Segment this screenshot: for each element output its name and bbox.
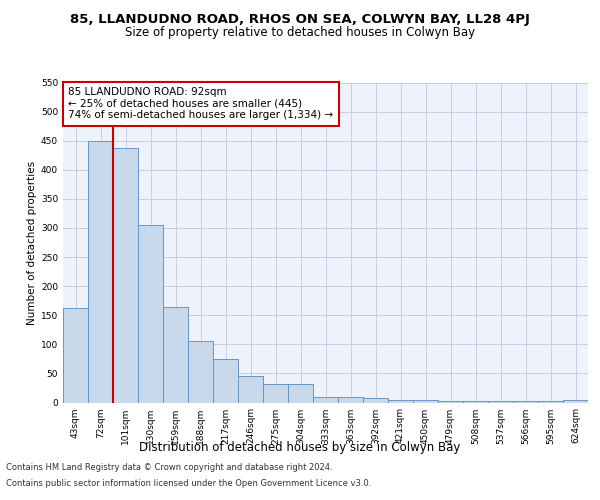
Bar (138, 225, 163, 402)
Text: 85 LLANDUDNO ROAD: 92sqm
← 25% of detached houses are smaller (445)
74% of semi-: 85 LLANDUDNO ROAD: 92sqm ← 25% of detach… (68, 88, 334, 120)
Y-axis label: Number of detached properties: Number of detached properties (27, 160, 37, 324)
Bar (563, 400, 588, 402)
Text: 85, LLANDUDNO ROAD, RHOS ON SEA, COLWYN BAY, LL28 4PJ: 85, LLANDUDNO ROAD, RHOS ON SEA, COLWYN … (70, 12, 530, 26)
Bar (413, 400, 438, 402)
Bar (88, 140, 113, 402)
Text: Size of property relative to detached houses in Colwyn Bay: Size of property relative to detached ho… (125, 26, 475, 39)
Text: Contains HM Land Registry data © Crown copyright and database right 2024.: Contains HM Land Registry data © Crown c… (6, 464, 332, 472)
Text: Contains public sector information licensed under the Open Government Licence v3: Contains public sector information licen… (6, 478, 371, 488)
Bar (263, 384, 288, 402)
Bar (63, 308, 88, 402)
Bar (188, 341, 213, 402)
Bar (288, 384, 313, 402)
Bar (213, 359, 238, 403)
Bar (113, 148, 138, 402)
Bar (388, 400, 413, 402)
Bar (313, 396, 338, 402)
Bar (163, 306, 188, 402)
Bar (338, 396, 363, 402)
Bar (238, 376, 263, 402)
Bar (363, 398, 388, 402)
Text: Distribution of detached houses by size in Colwyn Bay: Distribution of detached houses by size … (139, 441, 461, 454)
